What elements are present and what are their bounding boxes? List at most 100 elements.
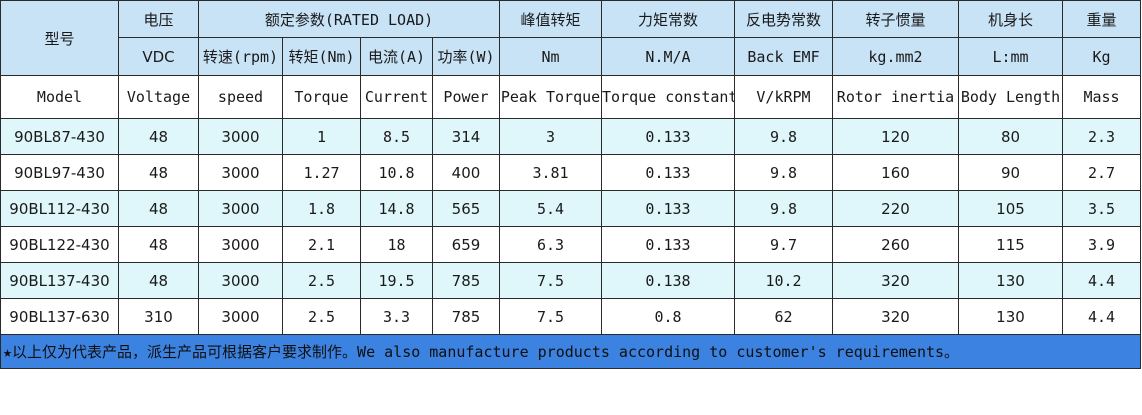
english-label: Torque xyxy=(282,75,361,119)
table-cell: 160 xyxy=(832,154,959,191)
table-cell: 48 xyxy=(118,118,199,155)
table-cell: 5.4 xyxy=(499,190,602,227)
table-cell: 2.5 xyxy=(282,262,361,299)
table-cell: 90 xyxy=(958,154,1063,191)
model-cell: 90BL97-430 xyxy=(0,154,119,191)
table-cell: 400 xyxy=(432,154,500,191)
table-cell: 3.9 xyxy=(1062,226,1141,263)
table-cell: 220 xyxy=(832,190,959,227)
table-cell: 10.2 xyxy=(734,262,833,299)
col-weight-header: 重量 xyxy=(1062,0,1141,38)
rated-load-group-header: 额定参数(RATED LOAD) xyxy=(198,0,500,38)
motor-spec-table: 型号 电压 额定参数(RATED LOAD) 峰值转矩 力矩常数 反电势常数 转… xyxy=(0,0,1141,369)
col-back-emf-header: 反电势常数 xyxy=(734,0,833,38)
table-cell: 3000 xyxy=(198,154,283,191)
table-cell: 1.27 xyxy=(282,154,361,191)
table-cell: 785 xyxy=(432,262,500,299)
table-cell: 1 xyxy=(282,118,361,155)
table-cell: 8.5 xyxy=(360,118,433,155)
footer-note: ★以上仅为代表产品，派生产品可根据客户要求制作。We also manufact… xyxy=(0,334,1141,369)
table-cell: 3000 xyxy=(198,190,283,227)
col-voltage-header: 电压 xyxy=(118,0,199,38)
back-emf-unit: Back EMF xyxy=(734,37,833,76)
voltage-unit: VDC xyxy=(118,37,199,76)
table-cell: 18 xyxy=(360,226,433,263)
col-rotor-inertia-header: 转子惯量 xyxy=(832,0,959,38)
torque-constant-unit: N.M/A xyxy=(601,37,735,76)
table-cell: 3000 xyxy=(198,298,283,335)
table-cell: 785 xyxy=(432,298,500,335)
table-cell: 105 xyxy=(958,190,1063,227)
table-cell: 2.7 xyxy=(1062,154,1141,191)
english-label: Voltage xyxy=(118,75,199,119)
table-row: 90BL112-430 48 3000 1.8 14.8 565 5.4 0.1… xyxy=(0,190,1141,227)
english-label: Torque constant xyxy=(601,75,735,119)
english-label: Rotor inertia xyxy=(832,75,959,119)
table-cell: 48 xyxy=(118,154,199,191)
table-cell: 0.133 xyxy=(601,226,735,263)
table-row: 90BL122-430 48 3000 2.1 18 659 6.3 0.133… xyxy=(0,226,1141,263)
table-cell: 3.81 xyxy=(499,154,602,191)
table-cell: 3.3 xyxy=(360,298,433,335)
table-cell: 130 xyxy=(958,262,1063,299)
col-model-header: 型号 xyxy=(0,0,119,76)
model-cell: 90BL112-430 xyxy=(0,190,119,227)
table-cell: 320 xyxy=(832,262,959,299)
body-length-unit: L:mm xyxy=(958,37,1063,76)
table-cell: 3000 xyxy=(198,226,283,263)
table-cell: 2.5 xyxy=(282,298,361,335)
english-header-row: Model Voltage speed Torque Current Power… xyxy=(0,75,1141,119)
rated-current-header: 电流(A) xyxy=(360,37,433,76)
table-row: 90BL87-430 48 3000 1 8.5 314 3 0.133 9.8… xyxy=(0,118,1141,155)
table-cell: 3 xyxy=(499,118,602,155)
col-peak-torque-header: 峰值转矩 xyxy=(499,0,602,38)
english-label: Peak Torque xyxy=(499,75,602,119)
table-cell: 0.8 xyxy=(601,298,735,335)
english-label: Body Length xyxy=(958,75,1063,119)
english-label: V/kRPM xyxy=(734,75,833,119)
table-cell: 48 xyxy=(118,226,199,263)
table-cell: 3.5 xyxy=(1062,190,1141,227)
table-cell: 120 xyxy=(832,118,959,155)
table-cell: 10.8 xyxy=(360,154,433,191)
rated-power-header: 功率(W) xyxy=(432,37,500,76)
table-cell: 130 xyxy=(958,298,1063,335)
col-body-length-header: 机身长 xyxy=(958,0,1063,38)
english-label: Power xyxy=(432,75,500,119)
table-row: 90BL137-430 48 3000 2.5 19.5 785 7.5 0.1… xyxy=(0,262,1141,299)
table-cell: 9.8 xyxy=(734,154,833,191)
table-cell: 3000 xyxy=(198,118,283,155)
table-cell: 1.8 xyxy=(282,190,361,227)
table-cell: 2.1 xyxy=(282,226,361,263)
english-label: Model xyxy=(0,75,119,119)
english-label: speed xyxy=(198,75,283,119)
table-cell: 0.138 xyxy=(601,262,735,299)
col-torque-constant-header: 力矩常数 xyxy=(601,0,735,38)
model-cell: 90BL137-630 xyxy=(0,298,119,335)
table-cell: 314 xyxy=(432,118,500,155)
rated-speed-header: 转速(rpm) xyxy=(198,37,283,76)
model-cell: 90BL122-430 xyxy=(0,226,119,263)
table-cell: 4.4 xyxy=(1062,262,1141,299)
table-cell: 80 xyxy=(958,118,1063,155)
table-cell: 310 xyxy=(118,298,199,335)
table-cell: 48 xyxy=(118,190,199,227)
table-cell: 115 xyxy=(958,226,1063,263)
table-cell: 6.3 xyxy=(499,226,602,263)
table-row: 90BL97-430 48 3000 1.27 10.8 400 3.81 0.… xyxy=(0,154,1141,191)
table-cell: 7.5 xyxy=(499,298,602,335)
table-cell: 9.8 xyxy=(734,118,833,155)
peak-torque-unit: Nm xyxy=(499,37,602,76)
rated-torque-header: 转矩(Nm) xyxy=(282,37,361,76)
table-cell: 9.8 xyxy=(734,190,833,227)
footer-note-text: 以上仅为代表产品，派生产品可根据客户要求制作。We also manufactu… xyxy=(12,343,960,361)
table-cell: 2.3 xyxy=(1062,118,1141,155)
model-cell: 90BL137-430 xyxy=(0,262,119,299)
table-cell: 0.133 xyxy=(601,190,735,227)
table-cell: 9.7 xyxy=(734,226,833,263)
table-cell: 0.133 xyxy=(601,118,735,155)
table-cell: 260 xyxy=(832,226,959,263)
table-cell: 14.8 xyxy=(360,190,433,227)
table-cell: 19.5 xyxy=(360,262,433,299)
table-cell: 320 xyxy=(832,298,959,335)
